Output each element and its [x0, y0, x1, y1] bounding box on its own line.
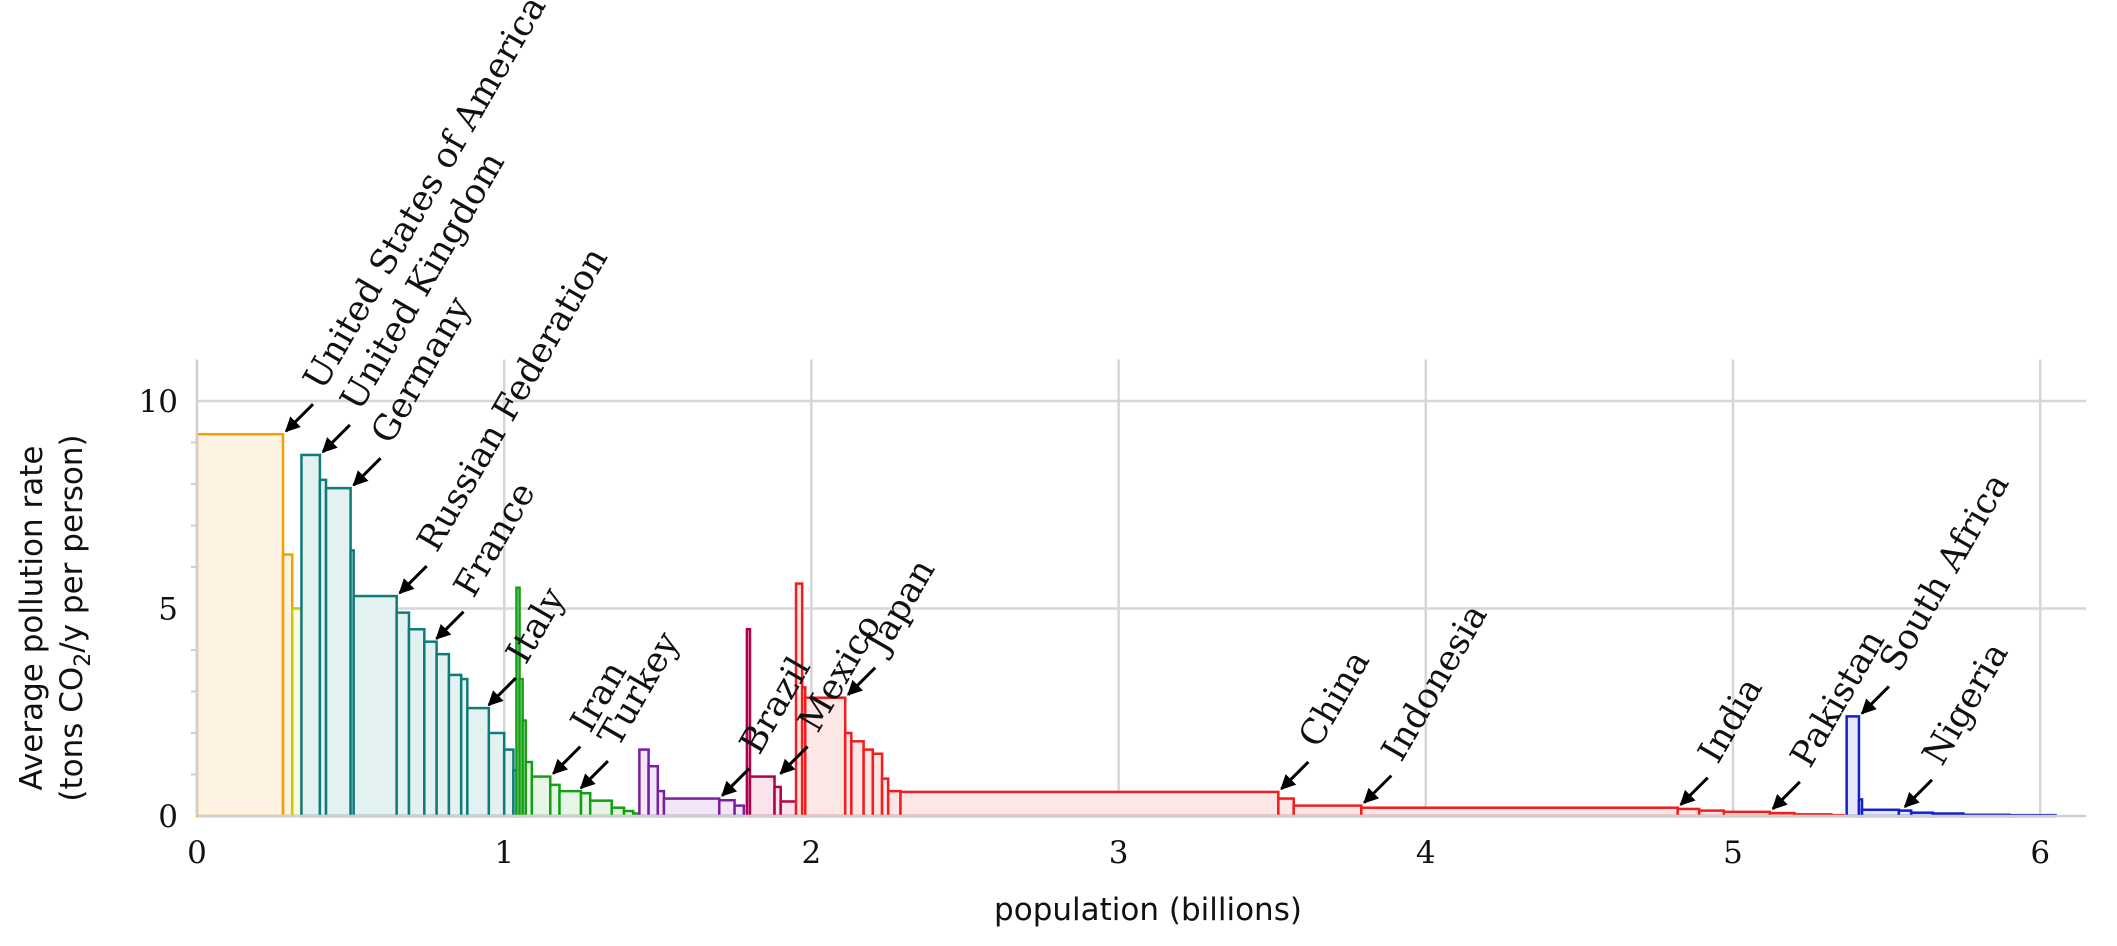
bar-4-4 — [717, 798, 736, 818]
bar-2-11 — [466, 706, 491, 818]
annotation-arrow-3 — [398, 564, 428, 595]
bar-2-5 — [395, 611, 411, 818]
y-axis-title: Average pollution rate (tons CO2/y per p… — [14, 434, 96, 801]
bar-2-2 — [324, 486, 352, 818]
annotation-arrow-4 — [435, 610, 465, 640]
x-tick-label-1: 1 — [494, 835, 514, 871]
annotation-arrow-6 — [552, 745, 582, 775]
x-tick-label-4: 4 — [1416, 835, 1436, 871]
bar-6-11 — [1292, 804, 1363, 818]
annotation-arrow-10 — [847, 666, 877, 696]
x-tick-label-5: 5 — [1723, 835, 1743, 871]
bar-1-0 — [290, 607, 303, 818]
bar-3-5 — [549, 783, 561, 818]
bar-6-8 — [886, 789, 902, 818]
y-tick-label-2: 10 — [139, 384, 178, 420]
bar-2-4 — [352, 594, 398, 818]
annotation-arrow-13 — [1679, 776, 1709, 806]
annotation-label-16: Nigeria — [1915, 636, 2017, 772]
annotation-arrow-11 — [1280, 760, 1310, 790]
bar-2-8 — [435, 652, 451, 818]
annotation-arrow-8 — [721, 767, 751, 797]
bar-3-7 — [579, 791, 592, 818]
x-tick-label-2: 2 — [802, 835, 822, 871]
x-tick-label-6: 6 — [2030, 835, 2050, 871]
bar-5-1 — [748, 775, 776, 818]
annotation-arrow-14 — [1771, 780, 1801, 810]
y-tick-label-0: 0 — [158, 799, 178, 835]
x-tick-label-3: 3 — [1109, 835, 1129, 871]
annotation-label-5: Italy — [499, 581, 574, 670]
annotation-arrow-5 — [487, 677, 517, 707]
annotation-arrow-15 — [1860, 685, 1891, 715]
annotation-arrow-7 — [579, 760, 609, 790]
grid — [197, 359, 2087, 816]
bar-7-0 — [1845, 715, 1861, 818]
bar-3-4 — [530, 775, 552, 818]
annotation-arrow-2 — [352, 457, 382, 487]
bar-6-6 — [871, 752, 884, 818]
annotation-label-12: Indonesia — [1374, 598, 1495, 768]
bar-5-3 — [779, 800, 798, 818]
bar-2-9 — [447, 673, 463, 818]
bar-2-0 — [300, 453, 322, 818]
annotation-arrow-1 — [321, 423, 351, 454]
bar-6-10 — [1277, 797, 1295, 818]
bar-6-9 — [899, 790, 1280, 818]
annotation-arrow-9 — [779, 745, 809, 775]
bar-6-5 — [862, 748, 875, 818]
bar-4-3 — [662, 797, 721, 818]
annotation-label-13: India — [1691, 671, 1771, 770]
bar-0-1 — [281, 553, 294, 818]
y-tick-label-1: 5 — [158, 592, 178, 628]
bar-3-8 — [588, 799, 613, 818]
bar-2-13 — [502, 748, 515, 818]
annotation-arrow-16 — [1903, 778, 1934, 808]
bar-4-5 — [733, 804, 746, 818]
x-tick-label-0: 0 — [187, 835, 207, 871]
bar-0-0 — [195, 432, 285, 818]
bar-2-6 — [407, 628, 426, 818]
bar-3-6 — [558, 789, 583, 818]
x-axis-title: population (billions) — [994, 892, 1302, 928]
annotation-arrow-0 — [284, 403, 315, 433]
axes: 0 1 2 3 4 5 6 0 5 10 — [139, 359, 2087, 871]
y-axis-title-line1: Average pollution rate — [14, 446, 50, 791]
bar-6-4 — [850, 740, 865, 818]
bar-4-1 — [647, 764, 660, 818]
bar-2-12 — [487, 731, 506, 818]
bar-4-0 — [638, 748, 650, 818]
annotation-label-11: China — [1291, 644, 1378, 754]
y-axis-title-line2: (tons CO2/y per person) — [54, 434, 96, 801]
annotation-arrow-12 — [1363, 774, 1393, 804]
bar-2-7 — [423, 640, 438, 818]
